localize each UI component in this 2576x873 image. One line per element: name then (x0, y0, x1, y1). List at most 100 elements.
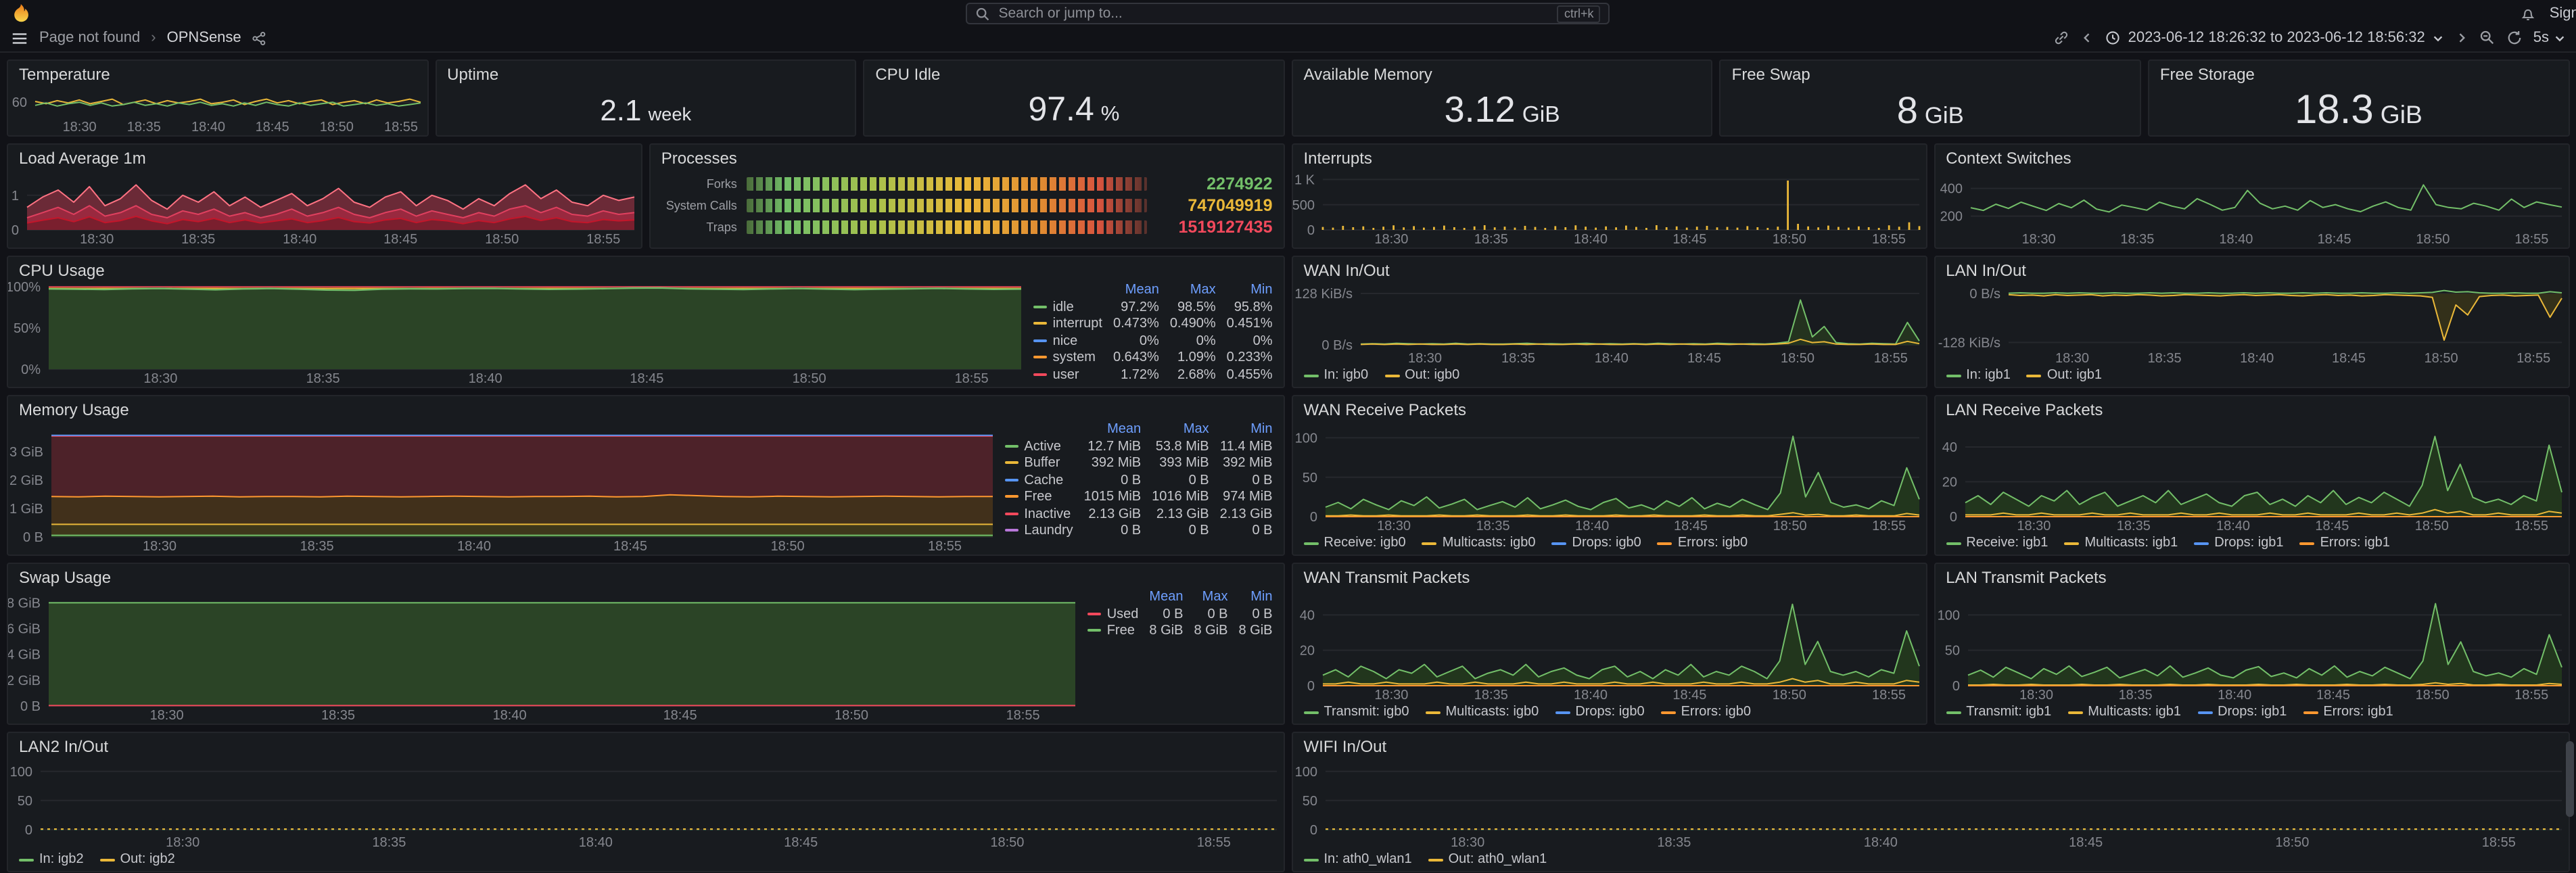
panel-title[interactable]: LAN In/Out (1946, 261, 2026, 280)
legend-col-header[interactable]: Max (1190, 283, 1216, 298)
legend-item[interactable]: In: igb1 (1946, 368, 2011, 383)
legend-value: 53.8 MiB (1155, 439, 1209, 454)
panel-title[interactable]: LAN2 In/Out (19, 737, 109, 756)
refresh-interval-dropdown[interactable]: 5s (2533, 30, 2565, 46)
legend-item[interactable]: Receive: igb0 (1303, 536, 1406, 550)
panel-title[interactable]: Context Switches (1946, 149, 2071, 168)
legend-col-header[interactable]: Max (1183, 422, 1209, 437)
legend-item[interactable]: Drops: igb0 (1555, 705, 1645, 719)
legend-item[interactable]: In: igb2 (19, 852, 84, 867)
legend-item[interactable]: Receive: igb1 (1946, 536, 2048, 550)
legend-value: 0 B (1252, 523, 1273, 538)
legend-series-label[interactable]: Cache (1000, 473, 1078, 490)
panel-title[interactable]: LAN Transmit Packets (1946, 568, 2107, 587)
legend-series-label[interactable]: Buffer (1000, 456, 1078, 473)
panel-title[interactable]: Processes (661, 149, 737, 168)
svg-text:4 GiB: 4 GiB (8, 648, 41, 663)
svg-text:18:45: 18:45 (2316, 688, 2349, 703)
panel-title[interactable]: WIFI In/Out (1303, 737, 1387, 756)
refresh-icon[interactable] (2506, 30, 2523, 46)
panel-title[interactable]: Memory Usage (19, 400, 129, 419)
legend-item[interactable]: Drops: igb0 (1551, 536, 1641, 550)
sign-in-button[interactable]: Sign in (2549, 5, 2576, 21)
legend-series-label[interactable]: Free (1000, 490, 1078, 506)
legend-item[interactable]: Transmit: igb0 (1303, 705, 1409, 719)
panel-title[interactable]: Interrupts (1303, 149, 1372, 168)
svg-text:18:45: 18:45 (383, 232, 417, 247)
panel-title[interactable]: Load Average 1m (19, 149, 146, 168)
zoom-out-icon[interactable] (2479, 30, 2496, 46)
panel-title[interactable]: WAN Receive Packets (1303, 400, 1467, 419)
share-icon[interactable] (252, 30, 267, 45)
legend-item[interactable]: Drops: igb1 (2197, 705, 2287, 719)
panel-wan-transmit: WAN Transmit Packets 0 20 40 18:30 18:35 18:4… (1291, 563, 1927, 725)
panel-title[interactable]: LAN Receive Packets (1946, 400, 2103, 419)
breadcrumb-opnsense[interactable]: OPNSense (166, 30, 241, 46)
legend-col-header[interactable]: Mean (1125, 283, 1159, 298)
legend-item[interactable]: Errors: igb0 (1660, 705, 1751, 719)
legend-item[interactable]: In: ath0_wlan1 (1303, 852, 1412, 867)
bell-icon[interactable] (2520, 5, 2536, 21)
legend-item[interactable]: Out: ath0_wlan1 (1428, 852, 1547, 867)
legend-series-label[interactable]: system (1029, 350, 1108, 367)
legend-series-label[interactable]: user (1029, 367, 1108, 384)
legend-series-label[interactable]: Free (1083, 623, 1144, 640)
legend-series-label[interactable]: interrupt (1029, 316, 1108, 333)
legend-item[interactable]: Multicasts: igb1 (2064, 536, 2178, 550)
legend-series-label[interactable]: Used (1083, 607, 1144, 623)
legend-col-header[interactable]: Min (1250, 422, 1273, 437)
legend-series-label[interactable]: Active (1000, 439, 1078, 456)
svg-text:18:30: 18:30 (63, 120, 97, 135)
grafana-logo[interactable] (11, 3, 31, 23)
svg-text:1 K: 1 K (1294, 172, 1315, 187)
time-range-picker[interactable]: 2023-06-12 18:26:32 to 2023-06-12 18:56:… (2105, 30, 2444, 46)
svg-text:18:50: 18:50 (485, 232, 519, 247)
legend-series-label[interactable]: Laundry (1000, 523, 1078, 540)
legend-col-header[interactable]: Max (1202, 590, 1228, 605)
legend-item[interactable]: Errors: igb0 (1657, 536, 1748, 550)
breadcrumb-page-not-found[interactable]: Page not found (39, 30, 141, 46)
search-input[interactable]: Search or jump to... ctrl+k (966, 3, 1610, 24)
svg-text:18:40: 18:40 (2217, 688, 2251, 703)
legend-item[interactable]: Multicasts: igb0 (1425, 705, 1539, 719)
legend-col-header[interactable]: Mean (1107, 422, 1142, 437)
panel-title[interactable]: WAN In/Out (1303, 261, 1390, 280)
legend-item[interactable]: Errors: igb1 (2303, 705, 2393, 719)
legend-value: 1016 MiB (1152, 490, 1209, 504)
svg-text:18:45: 18:45 (2315, 519, 2349, 534)
legend-item[interactable]: Out: igb0 (1384, 368, 1459, 383)
panel-title[interactable]: Swap Usage (19, 568, 112, 587)
legend-item[interactable]: Multicasts: igb1 (2067, 705, 2181, 719)
legend-item[interactable]: Transmit: igb1 (1946, 705, 2051, 719)
link-icon[interactable] (2054, 30, 2070, 46)
panel-title[interactable]: CPU Idle (875, 65, 941, 84)
panel-title[interactable]: CPU Usage (19, 261, 105, 280)
legend-series-label[interactable]: nice (1029, 333, 1108, 350)
panel-title[interactable]: Uptime (447, 65, 499, 84)
legend-item[interactable]: Drops: igb1 (2194, 536, 2284, 550)
panel-title[interactable]: Available Memory (1303, 65, 1432, 84)
legend-value: 2.13 GiB (1088, 506, 1142, 521)
menu-icon[interactable] (11, 29, 28, 47)
time-forward-icon[interactable] (2455, 31, 2468, 45)
panel-title[interactable]: WAN Transmit Packets (1303, 568, 1470, 587)
panel-title[interactable]: Temperature (19, 65, 110, 84)
legend-item[interactable]: Out: igb1 (2026, 368, 2102, 383)
legend-item[interactable]: Multicasts: igb0 (1422, 536, 1536, 550)
legend-col-header[interactable]: Mean (1149, 590, 1184, 605)
legend-series-label[interactable]: idle (1029, 300, 1108, 316)
legend-item[interactable]: Errors: igb1 (2299, 536, 2390, 550)
panel-title[interactable]: Free Swap (1731, 65, 1810, 84)
lcd-gauge-bar (746, 176, 1147, 191)
legend-col-header[interactable]: Min (1250, 590, 1273, 605)
scrollbar-thumb[interactable] (2565, 741, 2573, 817)
panel-lan-receive: LAN Receive Packets 0 20 40 18:30 18:35 18:40… (1934, 395, 2569, 556)
legend-series-label[interactable]: Inactive (1000, 506, 1078, 523)
time-back-icon[interactable] (2081, 31, 2094, 45)
legend-col-header[interactable]: Min (1250, 283, 1273, 298)
legend-row: interrupt 0.473% 0.490% 0.451% (1029, 316, 1278, 333)
legend-item[interactable]: In: igb0 (1303, 368, 1368, 383)
panel-title[interactable]: Free Storage (2159, 65, 2255, 84)
panel-wifi-inout: WIFI In/Out 0 50 100 18:30 18:35 18:40 18:45 18… (1291, 732, 2569, 872)
legend-item[interactable]: Out: igb2 (99, 852, 175, 867)
